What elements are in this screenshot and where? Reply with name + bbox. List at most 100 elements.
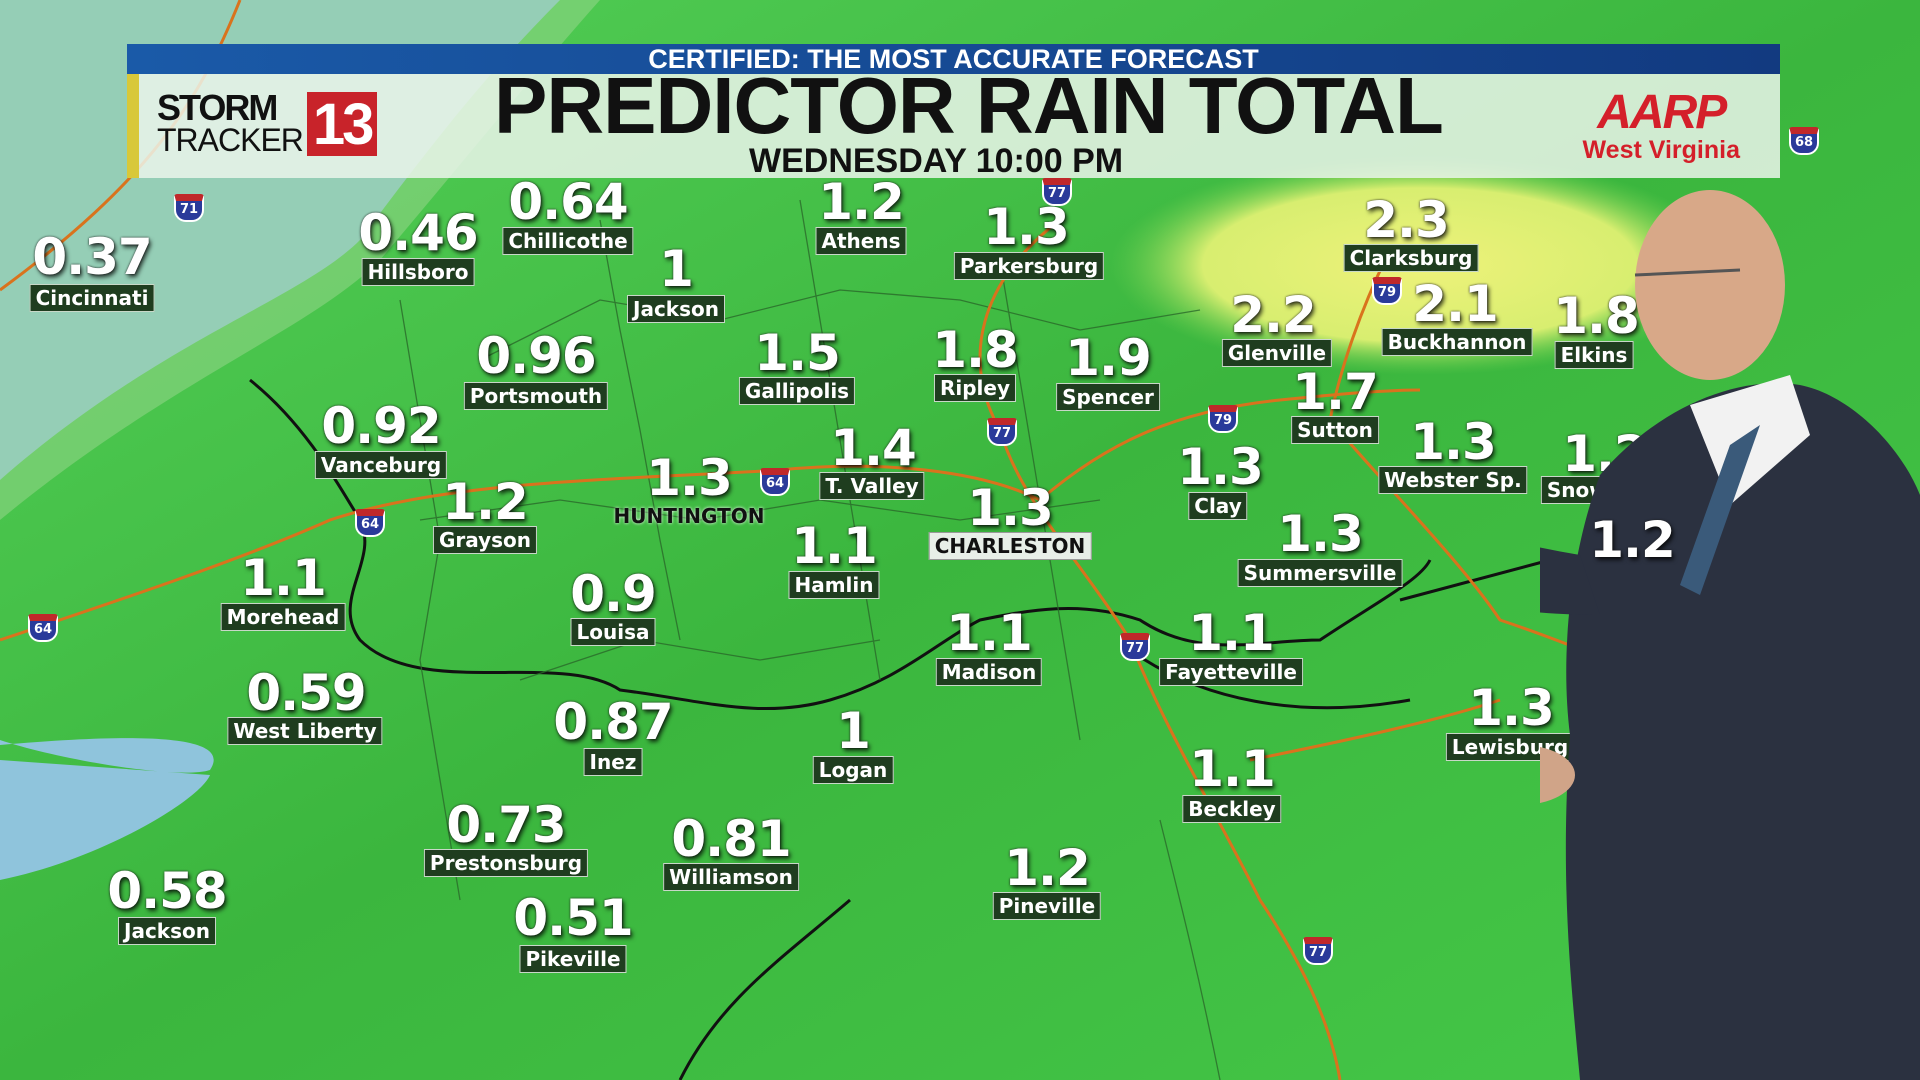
presenter — [1540, 190, 1920, 1080]
rain-value: 0.58 — [107, 862, 227, 920]
rain-value: 1.4 — [830, 419, 917, 477]
rain-value: 0.9 — [570, 565, 657, 623]
interstate-shield-icon: 77 — [987, 418, 1017, 446]
rain-value: 1.3 — [967, 479, 1054, 537]
city-label: Chillicothe — [502, 227, 634, 255]
logo-tracker-text: TRACKER — [157, 122, 304, 158]
rain-value: 2.3 — [1363, 191, 1450, 249]
rain-value: 2.2 — [1230, 286, 1317, 344]
rain-value: 1.3 — [983, 198, 1070, 256]
city-label: T. Valley — [819, 472, 925, 500]
interstate-shield-icon: 79 — [1372, 277, 1402, 305]
city-label: Hamlin — [788, 571, 880, 599]
rain-value: 1.2 — [1004, 839, 1091, 897]
presenter-tie — [1680, 425, 1760, 595]
interstate-shield-icon: 64 — [28, 614, 58, 642]
city-label: Louisa — [570, 618, 656, 646]
city-label: Fayetteville — [1159, 658, 1303, 686]
city-label: West Liberty — [227, 717, 383, 745]
storm-tracker-13-logo: STORM TRACKER 13 — [157, 87, 378, 158]
rain-value: 1.3 — [1410, 413, 1497, 471]
rain-value: 0.92 — [321, 397, 441, 455]
presenter-arm — [1540, 547, 1600, 615]
city-label: Summersville — [1237, 559, 1403, 587]
interstate-shield-icon: 79 — [1208, 405, 1238, 433]
city-label: Buckhannon — [1381, 328, 1533, 356]
city-label: Athens — [815, 227, 907, 255]
sponsor-logo: AARP West Virginia — [1583, 86, 1740, 165]
rain-value: 0.51 — [513, 889, 633, 947]
presenter-head — [1635, 190, 1785, 380]
rain-value: 0.59 — [246, 664, 366, 722]
rain-value: 1.1 — [1188, 604, 1275, 662]
page-title: PREDICTOR RAIN TOTAL — [494, 61, 1444, 150]
city-label: Jackson — [118, 917, 216, 945]
logo-storm-text: STORM — [157, 87, 278, 128]
rain-value: 0.81 — [671, 810, 791, 868]
rain-value: 0.64 — [508, 173, 628, 231]
presenter-glasses — [1634, 268, 1741, 277]
city-label: Ripley — [933, 374, 1017, 402]
title-banner: STORM TRACKER 13 PREDICTOR RAIN TOTAL WE… — [127, 66, 1780, 180]
interstate-shield-icon: 71 — [174, 194, 204, 222]
city-label: Glenville — [1221, 339, 1333, 367]
tagline-bar: CERTIFIED: THE MOST ACCURATE FORECAST — [127, 44, 1780, 74]
city-label: Cincinnati — [29, 284, 155, 312]
presenter-suit — [1565, 383, 1920, 1080]
city-label: Elkins — [1554, 341, 1634, 369]
interstate-shield-icon: 64 — [355, 509, 385, 537]
rain-value: 1 — [659, 240, 694, 298]
sponsor-name: AARP — [1597, 86, 1727, 139]
rain-value: 1.5 — [754, 324, 841, 382]
city-label: Clay — [1188, 492, 1248, 520]
city-label: Morehead — [220, 603, 346, 631]
rain-value: 1.3 — [1277, 505, 1364, 563]
city-label: Logan — [812, 756, 894, 784]
state-borders — [249, 378, 1551, 1080]
city-label: Parkersburg — [953, 252, 1105, 280]
city-label: Pineville — [992, 892, 1102, 920]
rain-value: 1.9 — [1065, 329, 1152, 387]
rain-value: 1.7 — [1292, 363, 1379, 421]
city-label: Clarksburg — [1343, 244, 1479, 272]
city-label: Spencer — [1056, 383, 1160, 411]
city-label: Inez — [583, 748, 643, 776]
city-label: Gallipolis — [738, 377, 856, 405]
rain-value: 0.96 — [476, 327, 596, 385]
rain-value: 1.3 — [646, 449, 733, 507]
rain-value: 1.3 — [1177, 438, 1264, 496]
rain-value: 0.73 — [446, 796, 566, 854]
rain-value: 1.1 — [1189, 740, 1276, 798]
city-label: CHARLESTON — [928, 532, 1092, 560]
city-label: Vanceburg — [314, 451, 448, 479]
city-label: Jackson — [627, 295, 725, 323]
interstate-shield-icon: 77 — [1042, 178, 1072, 206]
light-rain-area — [0, 738, 214, 880]
channel-13-badge: 13 — [306, 92, 378, 157]
rain-value: 1.8 — [1553, 287, 1640, 345]
rain-value-partial: 1.2 — [1589, 511, 1676, 569]
city-label: Williamson — [663, 863, 799, 891]
rain-value: 1.1 — [791, 517, 878, 575]
city-label: Grayson — [432, 526, 538, 554]
interstate-shield-icon: 64 — [760, 468, 790, 496]
rain-value: 1 — [836, 702, 871, 760]
rain-value: 1.2 — [442, 473, 529, 531]
interstate-shield-icon: 68 — [1789, 127, 1819, 155]
rain-value: 1.1 — [240, 549, 327, 607]
rain-value: 1.1 — [946, 604, 1033, 662]
forecast-time: WEDNESDAY 10:00 PM — [749, 142, 1124, 180]
rain-value: 0.37 — [32, 228, 152, 286]
rain-value: 0.46 — [358, 204, 478, 262]
rain-value: 1.3 — [1468, 679, 1555, 737]
city-label: Hillsboro — [361, 258, 475, 286]
rain-value: 1.8 — [932, 321, 1019, 379]
city-label: HUNTINGTON — [613, 504, 765, 528]
city-label: Prestonsburg — [423, 849, 589, 877]
rain-value: 1.2 — [818, 173, 905, 231]
city-label: Madison — [935, 658, 1043, 686]
rain-value: 0.87 — [553, 693, 673, 751]
city-label: Pikeville — [519, 945, 627, 973]
interstate-shield-icon: 77 — [1120, 633, 1150, 661]
presenter-hand — [1540, 747, 1575, 803]
